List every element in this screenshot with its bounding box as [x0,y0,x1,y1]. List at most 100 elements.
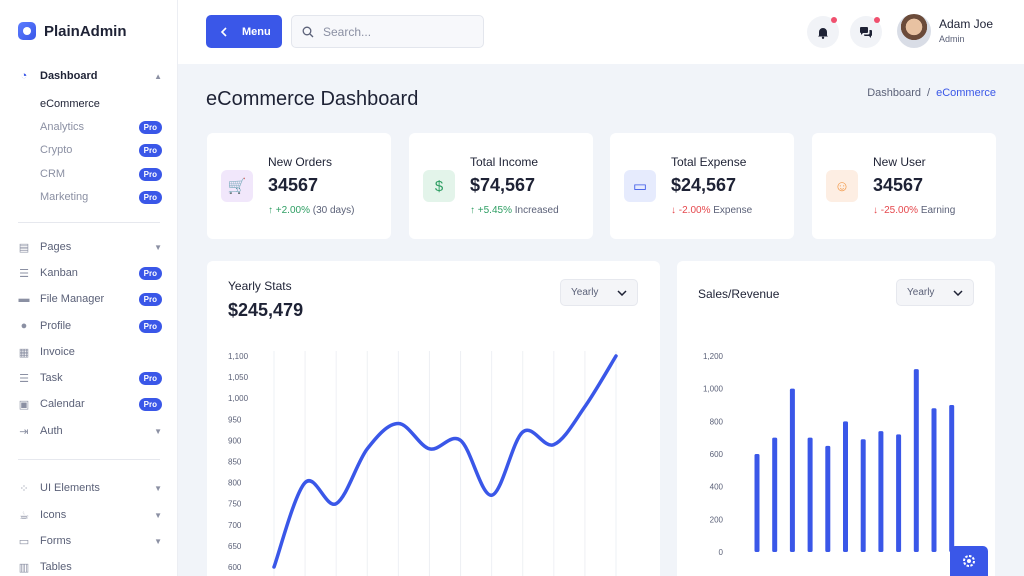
search-box[interactable] [291,15,484,48]
pro-badge: Pro [138,319,162,333]
user-icon: ☺ [826,170,858,202]
stat-card-new-user: ☺ New User 34567 ↓ -25.00% Earning [812,133,996,239]
user-avatar[interactable] [897,14,931,48]
y-axis-tick-label: 650 [228,542,242,551]
arrow-up-icon: ↑ [470,205,478,216]
sidebar-item-auth[interactable]: ⇥ Auth ▼ [18,421,162,441]
stat-trend-note: Earning [920,205,956,216]
file-icon: ▤ [18,241,30,254]
yearly-stats-period-select[interactable]: Yearly [560,279,638,306]
bar [825,445,831,552]
sidebar-subitem-ecommerce[interactable]: eCommerce [40,95,162,113]
sidebar-subitem-analytics[interactable]: Analytics Pro [40,118,162,136]
yearly-stats-value: $245,479 [228,300,304,320]
pro-badge: Pro [138,120,162,134]
sidebar-item-label: Auth [40,425,63,437]
user-role: Admin [939,34,965,44]
pie-chart-icon: ◔ [20,70,28,82]
sidebar-item-label: Forms [40,535,72,547]
sidebar-item-label: UI Elements [40,482,100,494]
sidebar-subitem-label: Analytics [40,121,85,133]
sidebar-item-ui-elements[interactable]: ⁘ UI Elements ▼ [18,478,162,498]
bar [860,439,866,552]
stat-title: Total Income [470,155,539,169]
bar [843,421,848,552]
messages-button[interactable] [850,16,882,48]
y-axis-tick-label: 850 [228,458,242,467]
y-axis-tick-label: 600 [228,563,242,572]
stat-value: 34567 [873,175,924,195]
bar [913,369,919,552]
yearly-stats-period-value: Yearly [571,287,599,298]
y-axis-tick-label: 0 [719,548,724,557]
sales-revenue-period-select[interactable]: Yearly [896,279,974,306]
sidebar-subitem-label: Crypto [40,144,73,156]
app-name: PlainAdmin [44,22,127,40]
sidebar: PlainAdmin ◔ Dashboard ▲ ▤ Pages ▼ ☰ Kanban Pro ▬… [0,0,178,576]
sidebar-item-profile[interactable]: ● Profile Pro [18,316,162,336]
folder-icon: ▬ [18,293,30,305]
notifications-button[interactable] [807,16,839,48]
bar [807,437,813,552]
app-logo[interactable]: PlainAdmin [18,22,127,40]
sidebar-subitem-label: Marketing [40,191,89,203]
sidebar-item-task[interactable]: ☰ Task Pro [18,368,162,388]
user-icon: ● [20,320,28,332]
task-list-icon: ☰ [19,372,29,385]
sidebar-subitem-label: eCommerce [40,98,100,110]
y-axis-tick-label: 1,050 [228,373,249,382]
sidebar-item-dashboard[interactable]: ◔ Dashboard ▲ [18,66,162,86]
sidebar-item-pages[interactable]: ▤ Pages ▼ [18,237,162,257]
stat-trend-value: +5.45% [477,205,512,216]
sidebar-item-label: Pages [40,241,72,253]
cart-icon: 🛒 [221,170,253,202]
menu-button[interactable]: Menu [206,15,282,48]
settings-fab[interactable] [950,546,988,576]
credit-card-icon: ▭ [624,170,656,202]
sidebar-item-icons[interactable]: ☕ Icons ▼ [18,505,162,525]
message-dot [874,17,880,23]
user-name: Adam Joe [939,17,994,31]
bar [931,408,937,552]
notification-dot [831,17,837,23]
bar [754,454,760,552]
sidebar-item-label: Icons [40,509,67,521]
sidebar-subitem-marketing[interactable]: Marketing Pro [40,188,162,206]
stat-trend: ↓ -25.00% Earning [873,205,955,216]
pro-badge: Pro [138,143,162,157]
sidebar-subitem-label: CRM [40,168,66,180]
sidebar-item-invoice[interactable]: ▦ Invoice [18,342,162,362]
kanban-icon: ☰ [19,267,29,280]
sidebar-divider [18,222,160,223]
dollar-icon: $ [423,170,455,202]
sidebar-divider [18,459,160,460]
sidebar-item-kanban[interactable]: ☰ Kanban Pro [18,263,162,283]
chevron-down-icon: ▼ [154,242,162,252]
y-axis-tick-label: 600 [710,450,724,459]
y-axis-tick-label: 400 [710,483,724,492]
sidebar-item-file-manager[interactable]: ▬ File Manager Pro [18,289,162,309]
sidebar-item-label: Dashboard [40,70,98,82]
sidebar-item-tables[interactable]: ▥ Tables [18,557,162,576]
sidebar-item-label: Calendar [40,398,85,410]
table-icon: ▥ [18,561,30,574]
menu-button-label: Menu [242,25,271,38]
yearly-stats-series-line [272,354,618,569]
chevron-down-icon [617,289,627,296]
breadcrumb-separator: / [927,87,931,99]
yearly-stats-title: Yearly Stats [228,279,292,293]
stat-card-new-orders: 🛒 New Orders 34567 ↑ +2.00% (30 days) [207,133,391,239]
bell-icon [818,27,828,39]
y-axis-tick-label: 1,000 [228,394,249,403]
chevron-down-icon: ▼ [154,426,162,436]
bar [772,437,778,552]
sidebar-item-forms[interactable]: ▭ Forms ▼ [18,531,162,551]
chevron-down-icon: ▼ [154,510,162,520]
yearly-stats-card: Yearly Stats $245,479 Yearly 600 650 700 75… [207,261,660,576]
search-input[interactable] [323,24,473,39]
breadcrumb-dashboard[interactable]: Dashboard [867,87,922,99]
sidebar-subitem-crypto[interactable]: Crypto Pro [40,141,162,159]
sidebar-item-calendar[interactable]: ▣ Calendar Pro [18,394,162,414]
login-icon: ⇥ [19,425,29,438]
sidebar-subitem-crm[interactable]: CRM Pro [40,165,162,183]
